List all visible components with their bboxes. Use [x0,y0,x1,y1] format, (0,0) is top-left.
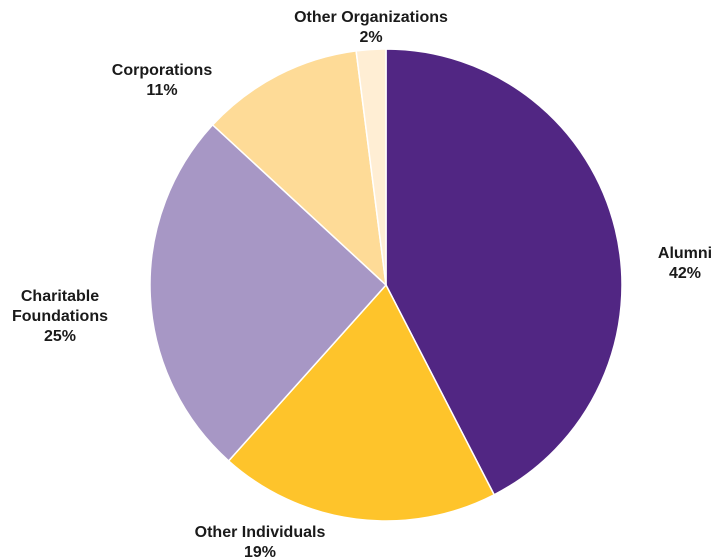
slice-percent-charitable-foundations: 25% [44,328,76,345]
slice-percent-other-individuals: 19% [244,544,276,560]
slice-category-other-organizations: Other Organizations [294,9,448,26]
slice-category-corporations: Corporations [112,62,213,79]
slice-category-charitable-foundations: Foundations [12,308,108,325]
pie-slice-alumni [385,48,623,496]
slice-label-charitable-foundations: Charitable Foundations 25% [12,288,108,345]
slice-category-other-individuals: Other Individuals [195,524,326,541]
slice-label-other-individuals: Other Individuals 19% [195,524,326,560]
pie-slice-corporations [211,50,387,286]
pie-labels: Alumni 42% Other Individuals 19% Charitable F… [12,9,712,560]
pie-slice-other-organizations [355,48,387,286]
pie-slice-other-individuals [227,284,495,522]
slice-label-alumni: Alumni 42% [658,245,712,282]
slice-category-charitable-foundations: Charitable [21,288,99,305]
pie-slices [149,48,623,522]
slice-label-corporations: Corporations 11% [112,62,213,99]
slice-percent-corporations: 11% [146,82,177,99]
slice-percent-other-organizations: 2% [359,29,382,46]
slice-percent-alumni: 42% [669,265,701,282]
pie-slice-charitable-foundations [149,124,387,462]
slice-label-other-organizations: Other Organizations 2% [294,9,448,46]
slice-category-alumni: Alumni [658,245,712,262]
